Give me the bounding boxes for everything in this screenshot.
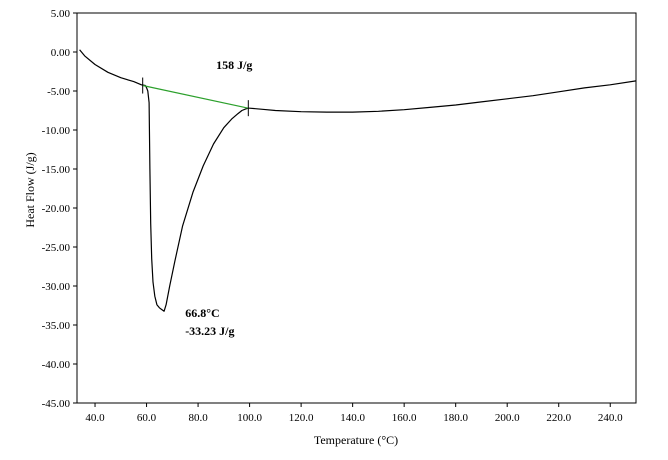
x-tick-label: 180.0 bbox=[443, 412, 468, 424]
y-tick-label: -35.00 bbox=[42, 320, 71, 332]
y-tick-label: -40.00 bbox=[42, 359, 71, 371]
x-tick-label: 140.0 bbox=[340, 412, 365, 424]
integration-baseline bbox=[142, 84, 249, 109]
y-tick-label: -10.00 bbox=[42, 125, 71, 137]
x-tick-label: 240.0 bbox=[598, 412, 623, 424]
x-tick-label: 80.0 bbox=[188, 412, 208, 424]
heat-flow-curve bbox=[79, 49, 637, 312]
x-tick-label: 100.0 bbox=[237, 412, 262, 424]
annotation-label: -33.23 J/g bbox=[185, 324, 234, 338]
annotation-label: 66.8°C bbox=[185, 306, 219, 320]
x-tick-label: 60.0 bbox=[137, 412, 157, 424]
x-tick-label: 160.0 bbox=[392, 412, 417, 424]
y-tick-label: -20.00 bbox=[42, 203, 71, 215]
x-tick-label: 200.0 bbox=[495, 412, 520, 424]
series-layer bbox=[79, 49, 637, 312]
x-tick-label: 120.0 bbox=[289, 412, 314, 424]
y-axis-label: Heat Flow (J/g) bbox=[23, 152, 37, 227]
y-axis-ticks: 5.00 0.00 -5.00 -10.00 -15.00 -20.00 -25.00 -30… bbox=[42, 8, 77, 410]
y-tick-label: -5.00 bbox=[47, 86, 70, 98]
y-tick-label: 0.00 bbox=[51, 47, 71, 59]
x-tick-label: 220.0 bbox=[546, 412, 571, 424]
x-axis-label: Temperature (°C) bbox=[314, 433, 398, 447]
x-axis-ticks: 40.0 60.0 80.0 100.0 120.0 140.0 160.0 180.0 200… bbox=[85, 403, 623, 424]
annotation-layer: 158 J/g 66.8°C -33.23 J/g bbox=[185, 58, 252, 338]
y-tick-label: -30.00 bbox=[42, 281, 71, 293]
plot-frame bbox=[76, 12, 637, 404]
y-tick-label: -25.00 bbox=[42, 242, 71, 254]
marker-layer bbox=[142, 77, 249, 117]
y-tick-label: 5.00 bbox=[51, 8, 71, 20]
annotation-label: 158 J/g bbox=[216, 58, 252, 72]
y-tick-label: -15.00 bbox=[42, 164, 71, 176]
y-tick-label: -45.00 bbox=[42, 398, 71, 410]
x-tick-label: 40.0 bbox=[85, 412, 105, 424]
